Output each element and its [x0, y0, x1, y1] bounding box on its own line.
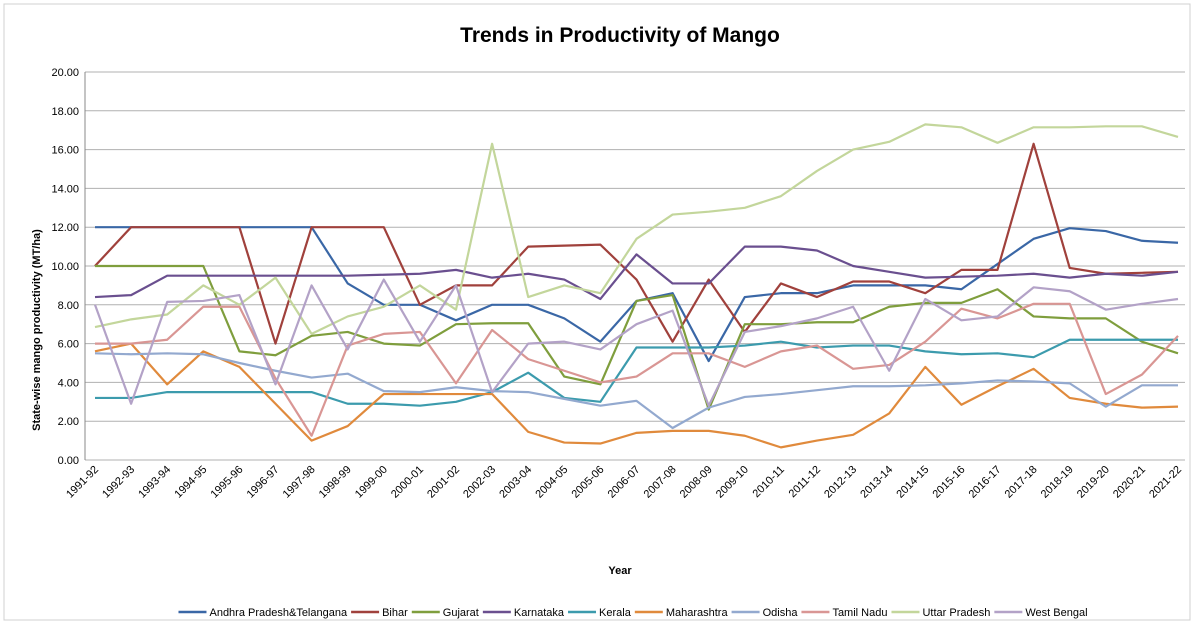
legend-label: Maharashtra [666, 607, 729, 619]
series-line [94, 142, 1179, 345]
legend: Andhra Pradesh&Telangana Bihar Gujarat Karn… [178, 607, 1088, 619]
y-tick-label: 0.00 [58, 455, 79, 467]
series-line [94, 245, 1179, 301]
legend-label: Bihar [382, 607, 408, 619]
chart-frame [3, 3, 1191, 621]
legend-label: Odisha [763, 607, 799, 619]
y-axis-label: State-wise mango productivity (MT/ha) [31, 229, 43, 431]
y-tick-label: 6.00 [58, 339, 79, 351]
chart-title: Trends in Productivity of Mango [460, 24, 780, 47]
series-line [94, 123, 1179, 335]
y-tick-label: 18.00 [51, 106, 79, 118]
y-tick-label: 12.00 [51, 222, 79, 234]
series-line [95, 264, 1179, 411]
y-tick-label: 8.00 [58, 300, 79, 312]
legend-label: Tamil Nadu [832, 607, 887, 619]
series-line [95, 302, 1179, 437]
legend-label: Andhra Pradesh&Telangana [209, 607, 347, 619]
y-tick-label: 4.00 [58, 377, 79, 389]
series-line [93, 278, 1179, 407]
x-axis-label: Year [608, 565, 632, 577]
series-line [95, 338, 1178, 407]
legend-label: Gujarat [443, 607, 479, 619]
legend-label: Uttar Pradesh [922, 607, 990, 619]
series-line [94, 352, 1178, 430]
y-tick-label: 16.00 [51, 145, 79, 157]
y-tick-label: 2.00 [58, 416, 79, 428]
legend-label: West Bengal [1025, 607, 1087, 619]
legend-label: Karnataka [514, 607, 565, 619]
y-tick-label: 20.00 [51, 67, 79, 79]
legend-label: Kerala [599, 607, 632, 619]
y-tick-label: 14.00 [51, 183, 79, 195]
y-tick-label: 10.00 [51, 261, 79, 273]
series-line [94, 342, 1179, 449]
